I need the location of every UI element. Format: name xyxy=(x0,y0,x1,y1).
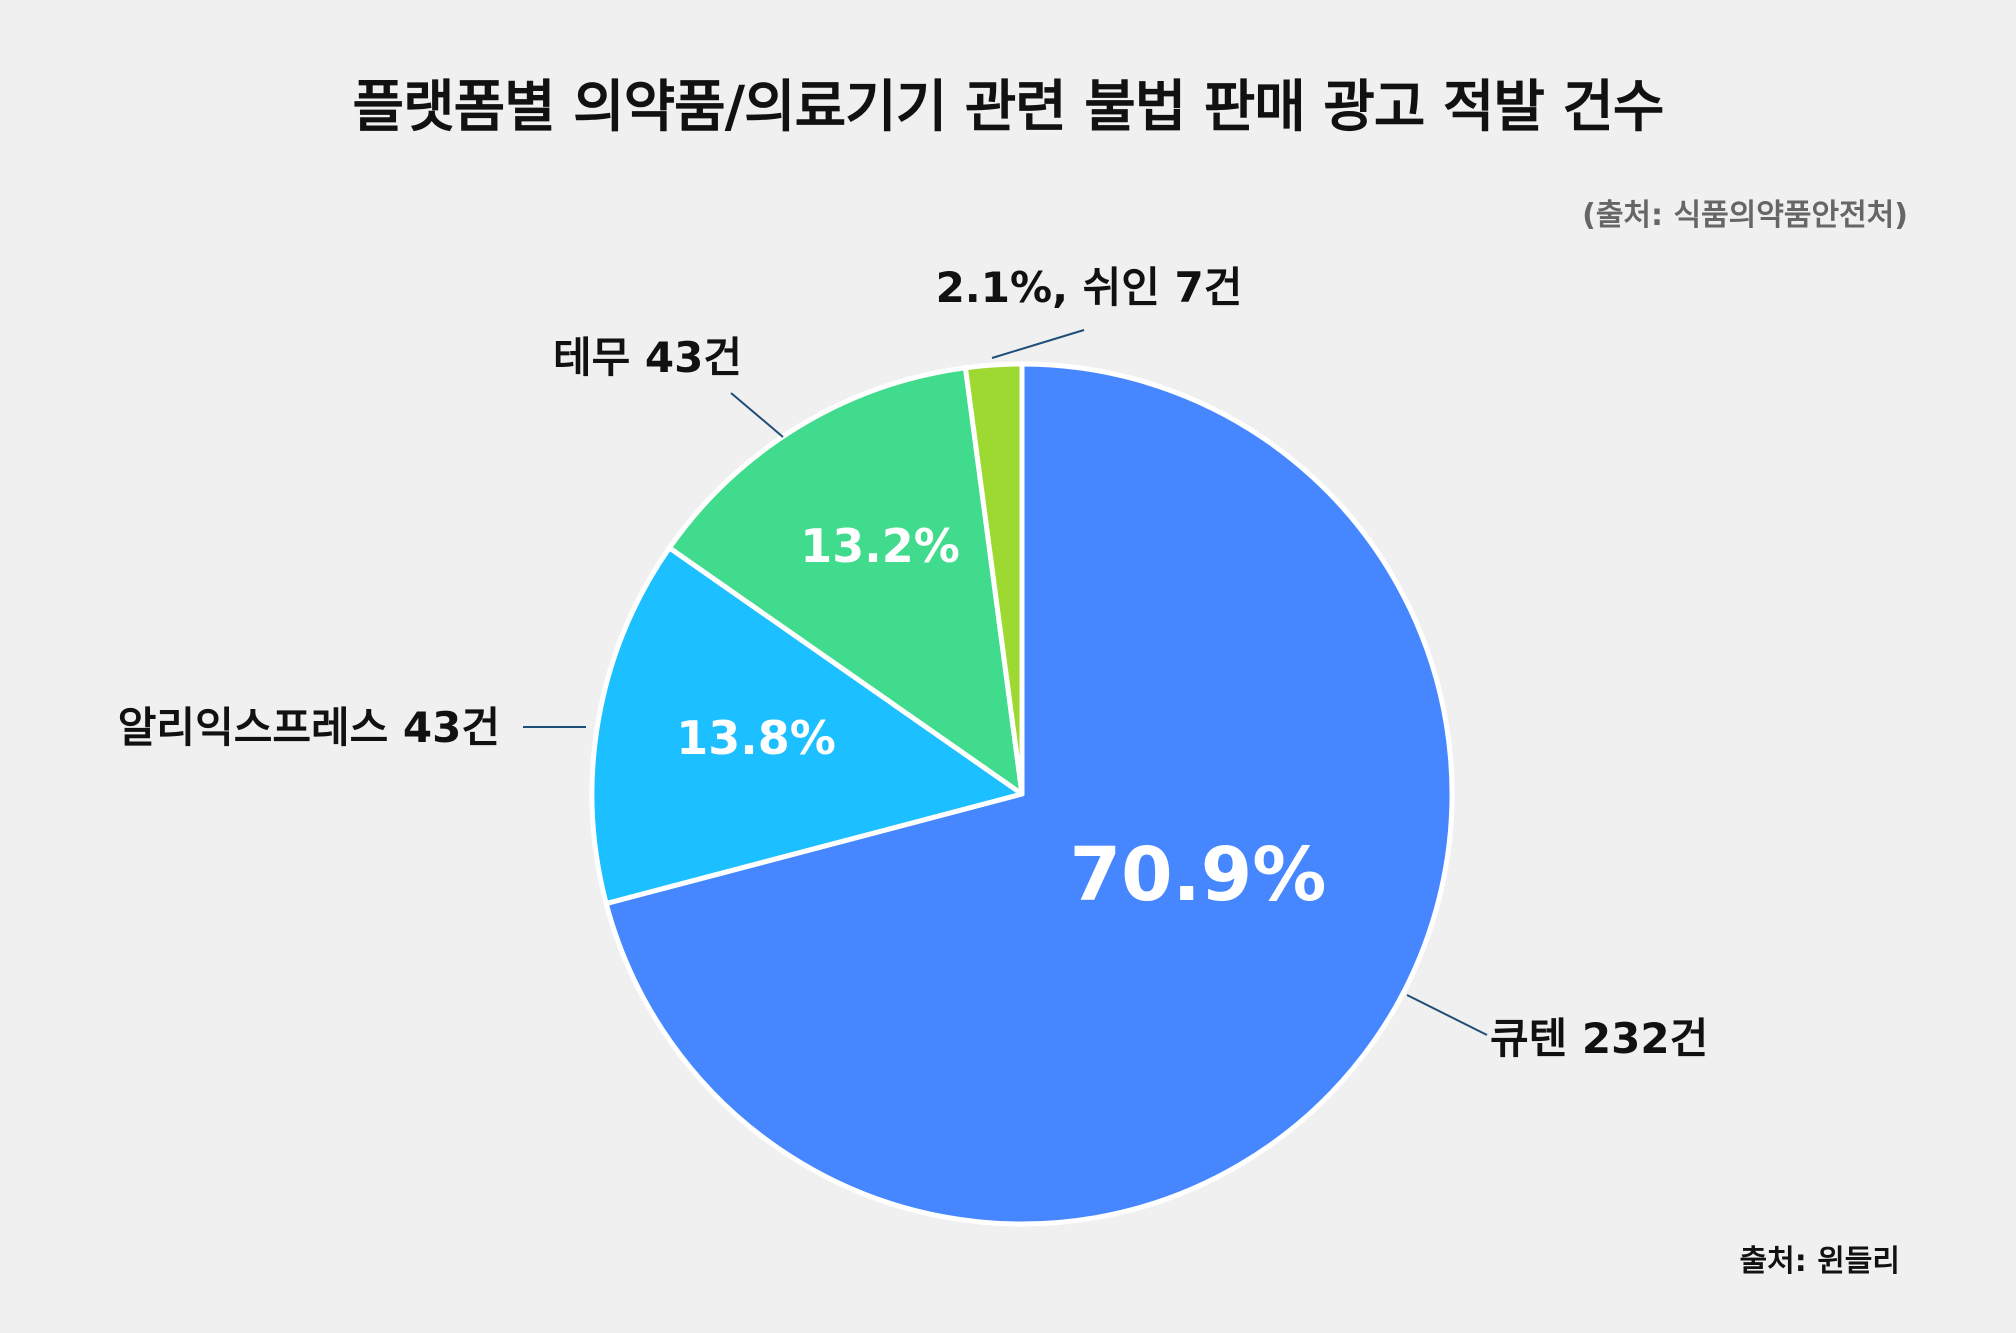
slice-labels: 큐텐 232건 알리익스프레스 43건 테무 43건 2.1%, 쉬인 7건 xyxy=(118,263,1708,1063)
leader-line xyxy=(991,329,1085,359)
pie-slice xyxy=(666,365,1025,797)
slice-label: 2.1%, 쉬인 7건 xyxy=(936,263,1243,312)
pie-slice xyxy=(962,361,1025,797)
slice-percent-label: 70.9% xyxy=(1070,832,1327,918)
slice-label: 큐텐 232건 xyxy=(1490,1014,1708,1063)
source-note-bottom: 출처: 윈들리 xyxy=(1739,1244,1900,1279)
pie-slices xyxy=(589,361,1455,1227)
slice-label: 테무 43건 xyxy=(553,333,742,382)
slice-percent-label: 13.8% xyxy=(676,711,836,765)
pie-slice xyxy=(603,361,1455,1227)
leader-lines xyxy=(523,329,1488,1036)
percent-labels: 70.9% 13.8% 13.2% xyxy=(676,519,1326,918)
pie-slice xyxy=(589,545,1025,907)
chart-title: 플랫폼별 의약품/의료기기 관련 불법 판매 광고 적발 건수 xyxy=(352,75,1665,140)
slice-percent-label: 13.2% xyxy=(800,519,960,573)
leader-line xyxy=(1406,994,1488,1036)
leader-line xyxy=(730,392,784,438)
source-note-top: (출처: 식품의약품안전처) xyxy=(1582,198,1908,233)
slice-label: 알리익스프레스 43건 xyxy=(118,703,500,752)
